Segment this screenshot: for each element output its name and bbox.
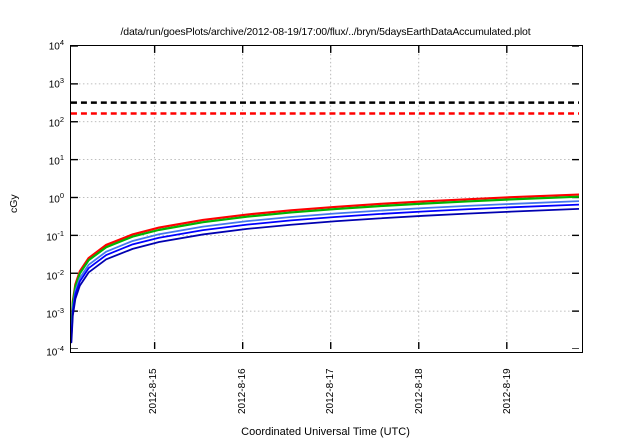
- plot-title: /data/run/goesPlots/archive/2012-08-19/1…: [120, 26, 531, 38]
- x-tick-label: 2012-8-17: [325, 368, 337, 414]
- x-tick-label: 2012-8-16: [236, 368, 248, 414]
- x-tick-label: 2012-8-19: [502, 368, 514, 414]
- y-tick-label: 10-1: [46, 229, 64, 244]
- blue-accumulated-dose-line: [71, 203, 579, 339]
- y-tick-label: 100: [48, 191, 64, 206]
- y-tick-label: 101: [48, 152, 64, 168]
- y-tick-label: 10-2: [46, 267, 64, 282]
- plot-canvas: [71, 46, 579, 349]
- lightblue-accumulated-dose-line: [71, 200, 579, 336]
- darkblue-accumulated-dose-line: [71, 207, 579, 344]
- plot-area: [70, 45, 583, 353]
- y-tick-label: 104: [48, 38, 64, 53]
- x-axis-title: Coordinated Universal Time (UTC): [241, 426, 410, 438]
- x-tick-label: 2012-8-18: [413, 368, 425, 414]
- x-tick-label: 2012-8-15: [148, 368, 160, 414]
- y-tick-label: 102: [48, 114, 64, 129]
- y-tick-label: 10-4: [46, 344, 64, 359]
- y-tick-label: 103: [48, 76, 64, 91]
- y-tick-label: 10-3: [46, 305, 64, 321]
- green-accumulated-dose-line: [71, 195, 579, 331]
